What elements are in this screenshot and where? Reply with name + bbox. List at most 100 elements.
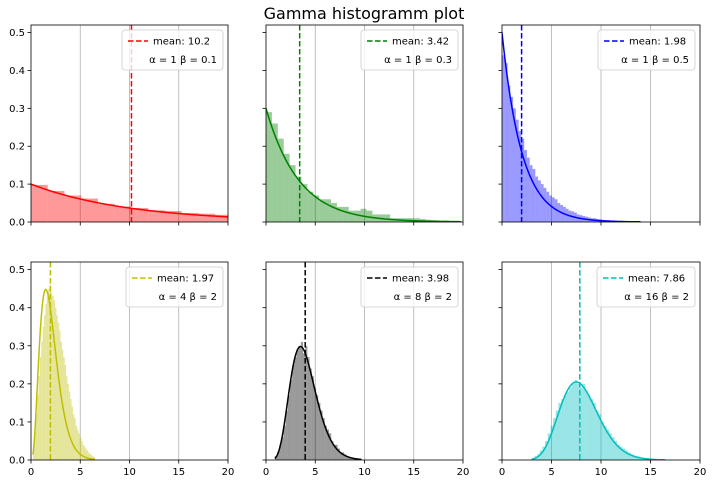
- histogram-bar: [335, 444, 338, 460]
- histogram-bar: [68, 391, 71, 460]
- histogram-bar: [38, 376, 40, 460]
- histogram-bar: [281, 437, 284, 460]
- histogram-bar: [547, 433, 551, 460]
- histogram-bar: [295, 176, 302, 222]
- histogram-bar: [35, 414, 38, 460]
- density-curve: [32, 288, 96, 460]
- histogram-bar: [326, 429, 330, 460]
- histogram-bar: [344, 454, 347, 460]
- x-tick-label: 15: [644, 467, 657, 478]
- histogram-bar: [298, 345, 301, 460]
- histogram-bar: [611, 437, 615, 460]
- histogram-bar: [271, 123, 278, 222]
- histogram-bar: [507, 85, 511, 222]
- histogram-bar: [542, 446, 546, 460]
- histogram-bar: [277, 138, 284, 222]
- legend-box: [121, 29, 224, 71]
- histogram-bar: [79, 437, 82, 460]
- histogram-bar: [569, 387, 572, 460]
- histogram-bar: [290, 380, 293, 460]
- histogram-bar: [320, 410, 323, 460]
- legend-mean-label: mean: 7.86: [628, 274, 685, 285]
- histogram-bar: [49, 284, 51, 460]
- histogram-bar: [590, 399, 594, 460]
- histogram-bar: [279, 444, 282, 460]
- histogram-bar: [85, 448, 87, 460]
- histogram-bar: [510, 96, 514, 222]
- legend-param-label: α = 8 β = 2: [394, 292, 452, 303]
- histogram-bar: [66, 376, 68, 460]
- histogram-bar: [90, 455, 93, 460]
- legend-beta: β = 2: [662, 292, 689, 303]
- legend-mean-label: mean: 1.98: [629, 37, 686, 48]
- histogram-bar: [329, 433, 332, 460]
- histogram-bar: [53, 300, 56, 460]
- histogram-bar: [56, 315, 58, 460]
- histogram-bar: [558, 402, 562, 460]
- histogram-bar: [64, 364, 67, 460]
- histogram-bar: [34, 433, 36, 460]
- histogram-bar: [551, 197, 555, 222]
- histogram-bar: [44, 315, 46, 460]
- histogram-bar: [619, 446, 623, 460]
- density-curve: [266, 108, 462, 222]
- histogram-bar: [70, 399, 72, 460]
- histogram-bar: [360, 208, 367, 222]
- histogram-bar: [67, 383, 69, 460]
- y-tick-label: 0.3: [9, 341, 25, 352]
- histogram-bar: [346, 456, 349, 460]
- histogram-bar: [215, 214, 228, 222]
- subplot-2: mean: 3.42 α = 1 β = 0.3: [262, 24, 464, 226]
- legend-param-label: α = 1 β = 0.5: [621, 55, 689, 66]
- histogram-bar: [88, 452, 90, 460]
- histogram-bar: [627, 452, 631, 460]
- histogram-bar: [532, 168, 536, 222]
- histogram-bar: [545, 440, 548, 460]
- legend-param-label: α = 4 β = 2: [159, 292, 217, 303]
- legend-alpha: α = 4: [159, 292, 187, 303]
- y-tick-label: 0.2: [9, 142, 25, 153]
- histogram-bar: [526, 157, 530, 222]
- histogram-bar: [587, 395, 591, 460]
- histogram-bar: [561, 399, 564, 460]
- legend-beta: β = 2: [425, 292, 452, 303]
- histogram-bar: [574, 380, 578, 460]
- histogram-bar: [518, 131, 522, 222]
- histogram-bar: [198, 213, 216, 222]
- legend-beta: β = 0.3: [415, 55, 452, 66]
- histogram-bar: [46, 296, 49, 460]
- y-tick-label: 0.0: [9, 218, 25, 229]
- legend-param-label: α = 1 β = 0.3: [384, 55, 452, 66]
- histogram-bar: [331, 440, 334, 460]
- histogram-bar: [324, 425, 327, 460]
- histogram-bar: [348, 210, 355, 222]
- histogram-bar: [41, 341, 43, 460]
- histogram-bar: [294, 357, 297, 460]
- histogram-bar: [566, 391, 570, 460]
- histogram-bar: [72, 414, 75, 460]
- x-tick-label: 20: [222, 467, 235, 478]
- histogram-bar: [266, 112, 272, 222]
- histogram-bar: [313, 387, 317, 460]
- histogram-bar: [283, 425, 286, 460]
- histogram-bar: [114, 206, 132, 222]
- histogram-bar: [606, 429, 610, 460]
- histogram-bar: [342, 206, 349, 222]
- subplot-5: 0 5 10 15 20 mean: 3.98 α = 8 β = 2: [262, 261, 469, 478]
- histogram-bar: [538, 180, 541, 222]
- histogram-bar: [83, 446, 86, 460]
- histogram-bar: [59, 330, 61, 460]
- histogram-bar: [557, 203, 561, 222]
- histogram-bar: [553, 418, 556, 460]
- y-tick-label: 0.4: [9, 66, 25, 77]
- histogram-bar: [48, 288, 50, 460]
- histogram-bar: [577, 383, 580, 460]
- histogram-bar: [579, 387, 583, 460]
- histogram-bar: [311, 376, 314, 460]
- histogram-bar: [47, 190, 65, 222]
- histogram-bar: [550, 425, 554, 460]
- histogram-bar: [366, 210, 373, 222]
- subplot-4: 0 5 10 15 20 0.0 0.1 0.2 0.3 0.4 0.5 mean: 1.97 α = …: [9, 261, 235, 478]
- histogram-bar: [303, 353, 306, 460]
- histogram-bar: [318, 402, 321, 460]
